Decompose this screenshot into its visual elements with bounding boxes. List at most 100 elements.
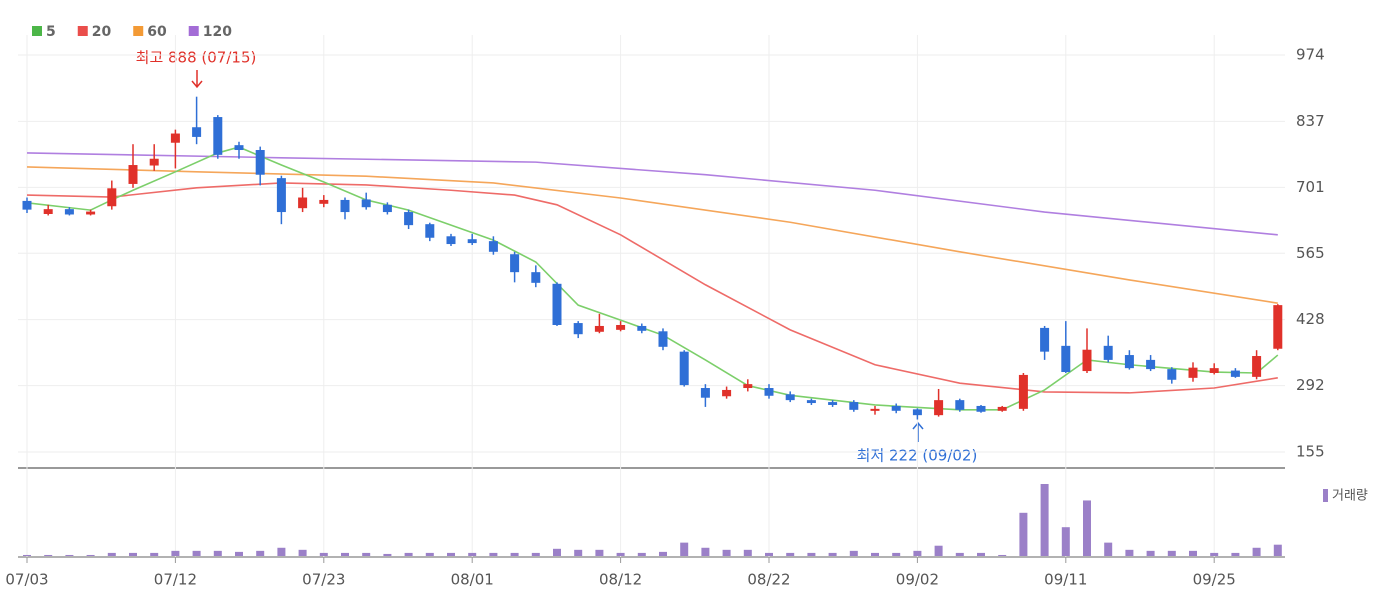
volume-bar xyxy=(171,550,180,556)
candle-body xyxy=(1103,345,1113,360)
annotation-arrow xyxy=(191,70,203,89)
x-tick-label: 09/11 xyxy=(1044,571,1087,589)
candle-body xyxy=(934,400,944,416)
candle-body xyxy=(616,324,626,330)
y-tick-label: 428 xyxy=(1296,310,1325,328)
x-tick-label: 08/12 xyxy=(599,571,642,589)
candle-body xyxy=(404,212,414,226)
y-tick-label: 565 xyxy=(1296,244,1325,262)
candle-body xyxy=(531,272,541,283)
legend-label: 60 xyxy=(147,24,167,40)
candle-body xyxy=(192,127,202,137)
x-tick-label: 09/02 xyxy=(896,571,939,589)
annotation: 최고 888 (07/15) xyxy=(136,49,257,67)
candle-body xyxy=(1124,355,1134,369)
candle-body xyxy=(1040,327,1050,352)
legend-label: 5 xyxy=(46,24,56,40)
candle-body xyxy=(891,405,901,411)
volume-bar xyxy=(1019,512,1028,556)
volume-bar xyxy=(213,550,222,556)
candle-body xyxy=(1188,367,1198,378)
candle-body xyxy=(170,133,180,143)
volume-bar xyxy=(977,552,985,556)
candle-body xyxy=(64,209,74,215)
volume-bar xyxy=(256,550,265,556)
y-tick-label: 974 xyxy=(1296,46,1325,64)
volume-bar xyxy=(489,552,498,556)
volume-bar xyxy=(235,551,243,556)
legend-swatch xyxy=(32,26,42,36)
candle-body xyxy=(849,402,859,410)
y-tick-label: 701 xyxy=(1296,178,1325,196)
legend-swatch xyxy=(77,26,88,36)
candle-body xyxy=(679,351,689,386)
x-tick-label: 07/03 xyxy=(5,571,48,589)
volume-bar xyxy=(1125,549,1134,556)
volume-bar xyxy=(765,552,773,556)
candle-body xyxy=(764,388,774,396)
candle-body xyxy=(43,209,53,214)
volume-bar xyxy=(743,549,752,556)
candle-body xyxy=(870,408,880,411)
volume-bar xyxy=(807,552,816,556)
candle-body xyxy=(128,165,138,184)
candle-body xyxy=(1018,374,1028,409)
candle-body xyxy=(446,236,456,245)
candle-body xyxy=(743,384,753,389)
ma-line xyxy=(26,182,1278,394)
volume-bar xyxy=(998,554,1007,556)
volume-bar xyxy=(722,549,731,556)
volume-bar xyxy=(1104,542,1113,556)
candle-body xyxy=(594,325,604,332)
candle-body xyxy=(1061,345,1071,373)
y-tick-label: 837 xyxy=(1296,112,1325,130)
volume-bar xyxy=(23,554,31,556)
y-tick-label: 155 xyxy=(1296,443,1325,461)
candle-body xyxy=(785,394,795,401)
x-tick-label: 08/22 xyxy=(747,571,790,589)
volume-bar xyxy=(468,552,477,556)
candle-body xyxy=(86,211,96,215)
legend-swatch xyxy=(188,26,199,36)
candle-body xyxy=(573,323,583,335)
volume-bar xyxy=(447,552,455,556)
volume-bar xyxy=(1061,527,1070,556)
candle-body xyxy=(425,224,435,238)
volume-bar xyxy=(150,552,159,556)
volume-bar xyxy=(1252,547,1261,556)
volume-bar xyxy=(86,554,95,556)
candle-body xyxy=(107,188,117,207)
candle-body xyxy=(276,178,286,213)
candle-body xyxy=(488,241,498,252)
candle-body xyxy=(340,199,350,213)
volume-bar xyxy=(849,550,858,556)
volume-bar xyxy=(404,552,413,556)
candle-body xyxy=(1209,368,1219,373)
x-tick-label: 07/12 xyxy=(154,571,197,589)
volume-bar xyxy=(553,548,561,556)
candle-body xyxy=(149,158,159,166)
candle-body xyxy=(955,400,965,410)
candle-body xyxy=(382,204,392,213)
volume-bar xyxy=(319,552,328,556)
volume-bar xyxy=(510,552,519,556)
volume-bar xyxy=(913,550,922,556)
volume-bar xyxy=(362,552,371,556)
volume-bar xyxy=(129,552,137,556)
volume-bar xyxy=(955,552,964,556)
candle-body xyxy=(213,117,223,155)
legend-label: 120 xyxy=(203,24,232,40)
volume-legend-swatch xyxy=(1323,489,1328,502)
y-tick-label: 292 xyxy=(1296,376,1325,394)
candle-body xyxy=(912,409,922,416)
volume-bar xyxy=(298,549,307,556)
volume-bar xyxy=(1231,552,1240,556)
ma-line xyxy=(26,166,1278,304)
volume-bar xyxy=(531,552,540,556)
plot: 155 292 428 565 701 837 974 07/03 07/12 07/23 08/0… xyxy=(5,24,1324,589)
volume-bar xyxy=(595,549,604,556)
volume-bar xyxy=(65,554,74,556)
candle-body xyxy=(828,402,838,405)
volume-bar xyxy=(1083,500,1091,556)
